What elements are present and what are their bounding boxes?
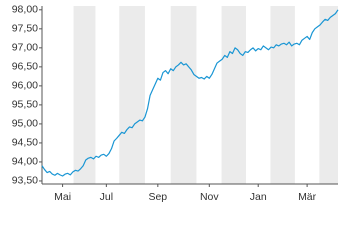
x-tick-label: Mai <box>54 191 71 203</box>
y-tick-label: 94,00 <box>12 156 38 168</box>
shaded-band <box>270 6 295 184</box>
y-tick-label: 96,50 <box>12 61 38 73</box>
price-line <box>41 9 339 177</box>
y-tick-label: 97,50 <box>12 23 38 35</box>
x-tick-label: Sep <box>148 191 167 203</box>
x-tick-label: Jan <box>250 191 267 203</box>
y-tick-label: 98,00 <box>12 4 38 16</box>
x-tick-label: Nov <box>200 191 219 203</box>
y-tick-label: 97,00 <box>12 42 38 54</box>
shaded-band <box>73 6 96 184</box>
shaded-band <box>221 6 246 184</box>
shaded-band <box>319 6 338 184</box>
shaded-band <box>119 6 145 184</box>
y-tick-label: 94,50 <box>12 137 38 149</box>
chart: 93,50 94,00 94,50 95,00 95,50 96,00 96,50 97,00… <box>12 4 339 203</box>
x-tick-label: Jul <box>100 191 113 203</box>
x-tick-label: Mär <box>298 191 317 203</box>
y-tick-label: 93,50 <box>12 175 38 187</box>
y-tick-label: 95,50 <box>12 99 38 111</box>
y-tick-label: 96,00 <box>12 80 38 92</box>
y-tick-label: 95,00 <box>12 118 38 130</box>
shaded-band <box>170 6 197 184</box>
